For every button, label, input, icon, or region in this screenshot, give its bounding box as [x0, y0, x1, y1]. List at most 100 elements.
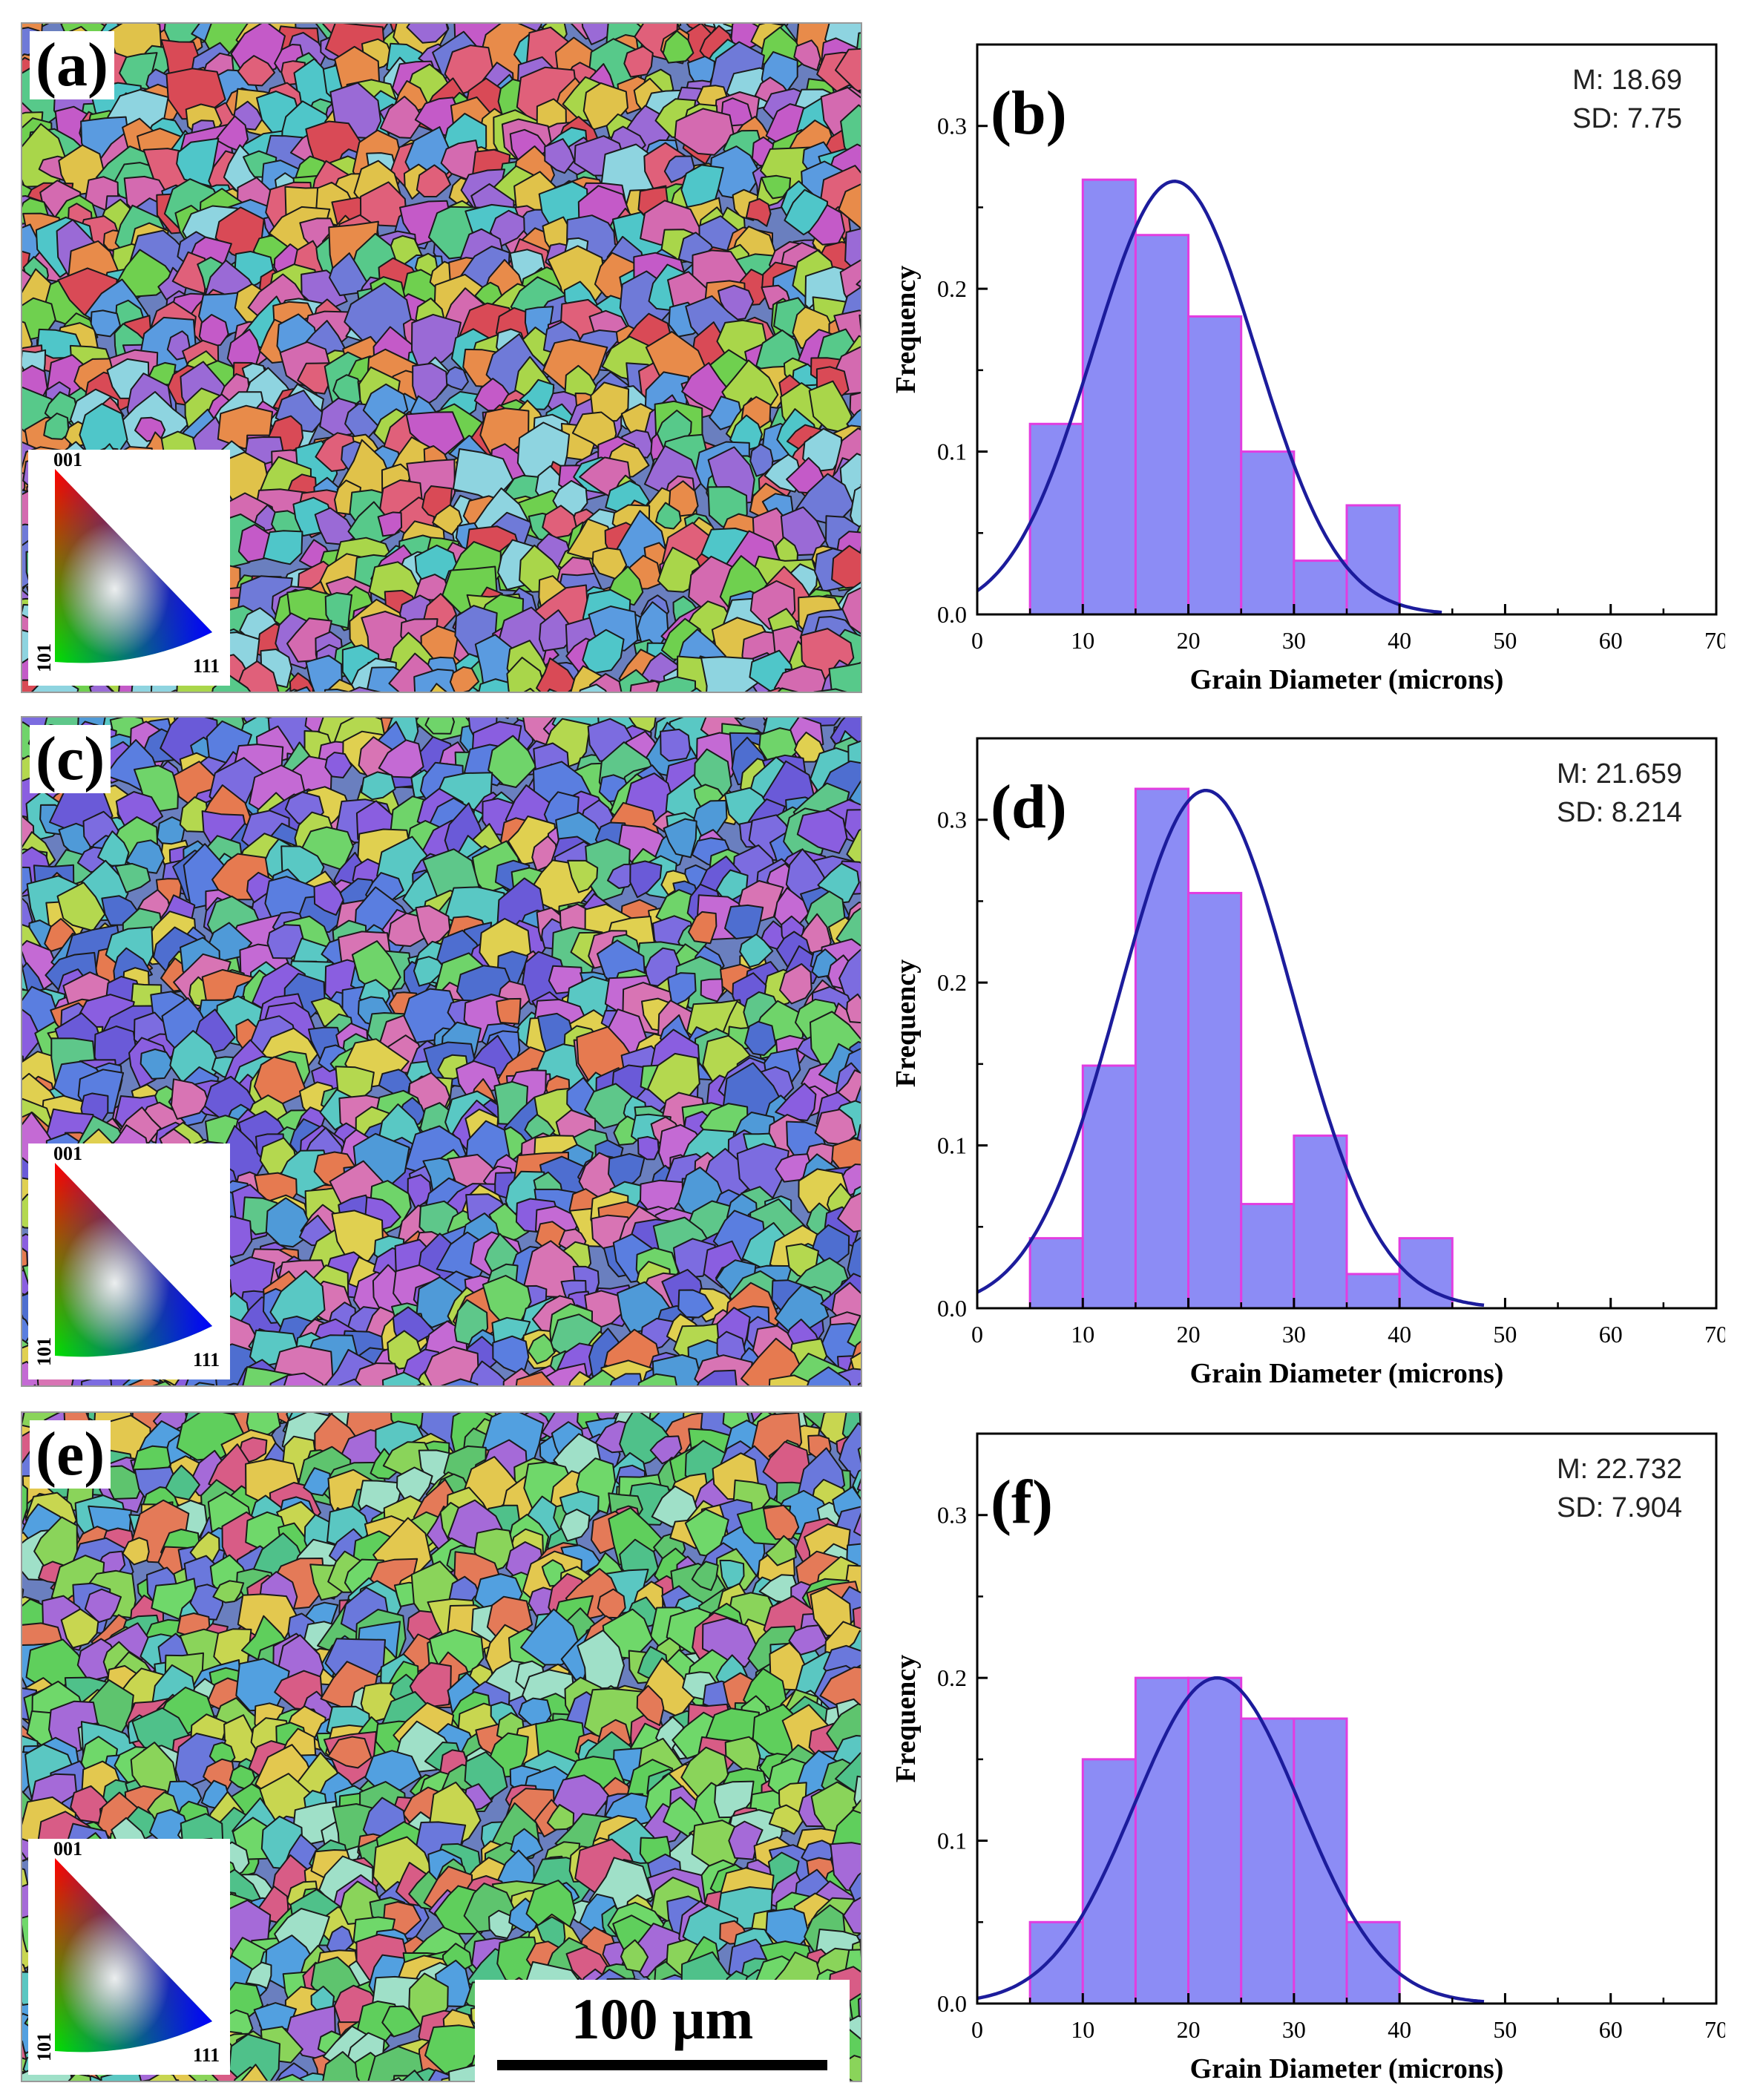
histogram-f: 0 10 20 30 40 50 60 70 0.0 0.1 0.2 0.3 Grain Diamete…	[879, 1411, 1725, 2087]
grain	[847, 1314, 861, 1351]
grain	[56, 882, 106, 932]
grain	[89, 680, 114, 692]
grain	[390, 2077, 403, 2081]
grain	[859, 1938, 861, 1958]
grain	[278, 2073, 305, 2081]
y-tick-label: 0.3	[937, 1502, 967, 1529]
grain	[245, 1961, 272, 1989]
grain	[609, 1373, 643, 1385]
grain	[741, 1337, 807, 1385]
grain	[237, 55, 276, 87]
mean-annotation: M: 18.69	[1572, 65, 1682, 96]
grain	[838, 587, 861, 634]
grain	[655, 676, 697, 692]
grain	[275, 2062, 309, 2081]
y-tick-label: 0.2	[937, 275, 967, 302]
grain	[329, 252, 370, 297]
grain	[745, 198, 772, 227]
ipf-label-001: 001	[53, 450, 82, 470]
y-axis-label: Frequency	[890, 1655, 922, 1782]
grain	[424, 1346, 479, 1385]
sd-annotation: SD: 7.75	[1572, 103, 1682, 134]
histogram-bar	[1293, 1134, 1348, 1310]
ipf-label-101: 101	[33, 2032, 55, 2061]
histogram-svg: 0 10 20 30 40 50 60 70 0.0 0.1 0.2 0.3 Grain Diamete…	[890, 43, 1725, 695]
x-tick-label: 70	[1704, 1321, 1725, 1348]
grain	[381, 1371, 424, 1385]
grain	[688, 910, 718, 945]
grain	[523, 687, 536, 692]
grain	[765, 1535, 797, 1566]
grain	[211, 674, 252, 692]
grain	[489, 209, 525, 248]
grain	[377, 511, 403, 537]
grain	[662, 30, 695, 64]
grain	[582, 629, 625, 675]
histogram-bar	[1240, 1203, 1296, 1310]
grain	[838, 1422, 861, 1480]
histogram-bar	[1240, 1717, 1296, 2005]
grain	[432, 504, 463, 536]
grain	[68, 2073, 91, 2081]
histogram-bar	[1293, 560, 1348, 616]
histogram-bar	[1345, 1273, 1401, 1310]
grain	[327, 1736, 372, 1769]
grain	[22, 1483, 28, 1526]
grain	[528, 1333, 556, 1365]
y-tick-label: 0.0	[937, 601, 967, 628]
panel-label: (f)	[991, 1468, 1053, 1537]
grain	[856, 279, 861, 288]
ipf-legend: 001 101 111	[28, 1143, 230, 1379]
grain	[367, 2045, 424, 2081]
ipf-legend: 001 101 111	[28, 450, 230, 686]
grain	[114, 862, 151, 893]
scale-bar: 100 μm	[475, 1980, 850, 2084]
x-tick-label: 40	[1388, 627, 1411, 654]
grain	[407, 1174, 433, 1210]
histogram-bar	[1028, 422, 1084, 616]
grain	[623, 45, 654, 78]
grain	[567, 859, 599, 893]
histogram-svg: 0 10 20 30 40 50 60 70 0.0 0.1 0.2 0.3 Grain Diamete…	[890, 1432, 1725, 2084]
normal-fit-curve	[976, 180, 1442, 614]
grain	[846, 828, 861, 870]
grain	[515, 1371, 555, 1385]
ipf-label-001: 001	[53, 1839, 82, 1860]
grain	[337, 1378, 362, 1385]
grain	[677, 1289, 715, 1319]
histogram-d: 0 10 20 30 40 50 60 70 0.0 0.1 0.2 0.3 Grain Diamete…	[879, 716, 1725, 1391]
grain	[416, 1382, 426, 1385]
x-tick-label: 0	[971, 1321, 983, 1348]
x-tick-label: 40	[1388, 2016, 1411, 2043]
x-tick-label: 20	[1177, 1321, 1201, 1348]
histogram-bar	[1187, 891, 1243, 1310]
x-tick-label: 20	[1177, 627, 1201, 654]
grain	[303, 1467, 332, 1497]
grain	[724, 1736, 761, 1775]
grain	[668, 480, 699, 518]
grain	[544, 138, 575, 174]
histogram-b: 0 10 20 30 40 50 60 70 0.0 0.1 0.2 0.3 Grain Diamete…	[879, 22, 1725, 698]
grain	[298, 2072, 326, 2081]
grain	[637, 1373, 677, 1385]
histogram-bar	[1134, 234, 1190, 616]
grain	[378, 739, 424, 778]
grain	[283, 1372, 324, 1385]
grain	[793, 39, 821, 71]
grain	[305, 654, 343, 692]
scale-bar-label: 100 μm	[571, 1986, 754, 2051]
grain	[858, 314, 861, 333]
grain	[768, 1804, 804, 1835]
histogram-bar	[1081, 1064, 1137, 1310]
ipf-label-111: 111	[193, 2044, 220, 2066]
grain	[663, 155, 695, 183]
grain	[171, 251, 207, 295]
histogram-bar	[1081, 1758, 1137, 2005]
grain	[794, 731, 826, 763]
ipf-legend: 001 101 111	[28, 1839, 230, 2075]
ipf-label-001: 001	[53, 1143, 82, 1164]
panel-label-c: (c)	[30, 725, 111, 793]
x-tick-label: 10	[1071, 1321, 1094, 1348]
grain	[60, 1608, 99, 1649]
grain	[413, 956, 447, 987]
